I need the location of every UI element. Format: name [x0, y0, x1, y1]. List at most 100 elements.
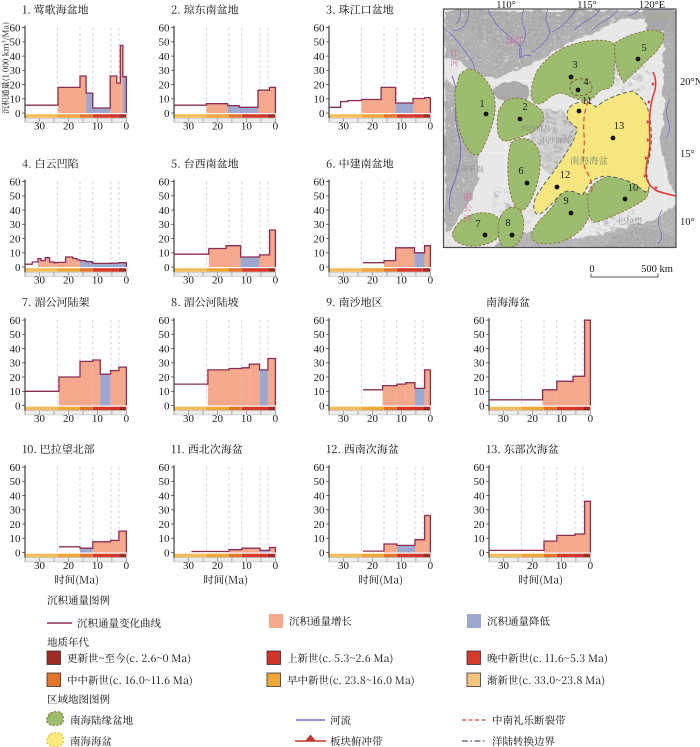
- svg-text:40: 40: [159, 490, 171, 502]
- svg-text:10: 10: [314, 248, 326, 260]
- svg-text:10: 10: [92, 560, 104, 572]
- svg-text:40: 40: [314, 490, 326, 502]
- svg-text:40: 40: [10, 51, 22, 63]
- svg-text:30: 30: [34, 275, 46, 287]
- svg-text:20: 20: [474, 519, 486, 531]
- svg-text:40: 40: [314, 51, 326, 63]
- svg-text:30: 30: [314, 358, 326, 370]
- svg-text:50: 50: [314, 191, 326, 203]
- svg-text:60: 60: [159, 176, 171, 188]
- svg-text:30: 30: [498, 413, 510, 425]
- svg-text:20: 20: [212, 413, 224, 425]
- svg-text:60: 60: [314, 462, 326, 474]
- svg-text:50: 50: [159, 37, 171, 49]
- svg-text:10: 10: [241, 121, 253, 133]
- svg-text:30: 30: [183, 560, 195, 572]
- svg-text:10: 10: [314, 386, 326, 398]
- svg-text:20: 20: [10, 519, 22, 531]
- svg-text:0: 0: [428, 413, 434, 425]
- svg-text:10: 10: [10, 533, 22, 545]
- svg-text:40: 40: [10, 205, 22, 217]
- svg-text:50: 50: [314, 329, 326, 341]
- svg-text:10: 10: [10, 386, 22, 398]
- svg-text:30: 30: [338, 560, 350, 572]
- svg-text:10: 10: [92, 413, 104, 425]
- svg-text:20: 20: [527, 413, 539, 425]
- svg-text:60: 60: [314, 315, 326, 327]
- svg-text:20: 20: [367, 275, 379, 287]
- svg-text:20: 20: [314, 519, 326, 531]
- svg-text:40: 40: [159, 205, 171, 217]
- svg-text:0: 0: [588, 413, 594, 425]
- svg-text:0: 0: [428, 121, 434, 133]
- svg-text:20: 20: [367, 413, 379, 425]
- svg-text:0: 0: [588, 560, 594, 572]
- svg-text:60: 60: [474, 462, 486, 474]
- svg-text:0: 0: [273, 121, 279, 133]
- svg-text:0: 0: [124, 275, 130, 287]
- svg-text:20: 20: [63, 275, 75, 287]
- svg-text:10: 10: [159, 386, 171, 398]
- svg-text:30: 30: [314, 505, 326, 517]
- svg-text:500 km: 500 km: [641, 264, 673, 275]
- svg-text:30: 30: [498, 560, 510, 572]
- svg-text:0: 0: [319, 547, 325, 559]
- svg-text:20: 20: [527, 560, 539, 572]
- svg-text:30: 30: [338, 413, 350, 425]
- svg-text:60: 60: [159, 22, 171, 34]
- svg-text:30: 30: [338, 121, 350, 133]
- svg-text:120°E: 120°E: [639, 0, 665, 11]
- svg-text:0: 0: [273, 413, 279, 425]
- svg-text:30: 30: [159, 505, 171, 517]
- svg-text:0: 0: [164, 400, 170, 412]
- svg-text:10: 10: [396, 413, 408, 425]
- svg-text:0: 0: [273, 275, 279, 287]
- svg-text:50: 50: [314, 37, 326, 49]
- svg-text:60: 60: [474, 315, 486, 327]
- svg-text:10: 10: [241, 413, 253, 425]
- svg-text:60: 60: [10, 22, 22, 34]
- svg-text:0: 0: [479, 400, 485, 412]
- svg-text:10: 10: [474, 386, 486, 398]
- svg-text:0: 0: [15, 400, 21, 412]
- svg-text:40: 40: [474, 343, 486, 355]
- svg-text:40: 40: [474, 490, 486, 502]
- svg-text:10: 10: [556, 560, 568, 572]
- svg-text:10: 10: [241, 275, 253, 287]
- svg-text:0: 0: [273, 560, 279, 572]
- svg-text:60: 60: [10, 315, 22, 327]
- svg-text:15°: 15°: [680, 149, 695, 160]
- svg-text:0: 0: [164, 108, 170, 120]
- svg-text:0: 0: [319, 262, 325, 274]
- svg-text:60: 60: [10, 462, 22, 474]
- svg-text:10: 10: [396, 121, 408, 133]
- svg-text:30: 30: [474, 358, 486, 370]
- svg-text:20: 20: [212, 560, 224, 572]
- svg-text:20: 20: [212, 121, 224, 133]
- svg-text:60: 60: [10, 176, 22, 188]
- svg-text:20: 20: [159, 79, 171, 91]
- svg-text:20: 20: [10, 79, 22, 91]
- svg-text:50: 50: [10, 191, 22, 203]
- svg-text:10: 10: [396, 275, 408, 287]
- svg-text:50: 50: [474, 476, 486, 488]
- svg-text:0: 0: [589, 264, 594, 275]
- svg-text:30: 30: [10, 358, 22, 370]
- svg-text:10: 10: [314, 94, 326, 106]
- svg-text:0: 0: [15, 108, 21, 120]
- svg-text:20: 20: [159, 519, 171, 531]
- svg-text:20: 20: [63, 121, 75, 133]
- svg-text:30: 30: [474, 505, 486, 517]
- svg-text:20: 20: [159, 372, 171, 384]
- svg-text:20: 20: [10, 233, 22, 245]
- svg-text:110°: 110°: [496, 0, 516, 11]
- svg-text:10: 10: [314, 533, 326, 545]
- svg-text:30: 30: [10, 505, 22, 517]
- svg-text:50: 50: [10, 476, 22, 488]
- svg-text:10: 10: [92, 121, 104, 133]
- svg-text:30: 30: [314, 65, 326, 77]
- svg-text:30: 30: [183, 121, 195, 133]
- svg-text:20°N: 20°N: [680, 77, 700, 88]
- svg-text:30: 30: [314, 219, 326, 231]
- svg-text:10: 10: [474, 533, 486, 545]
